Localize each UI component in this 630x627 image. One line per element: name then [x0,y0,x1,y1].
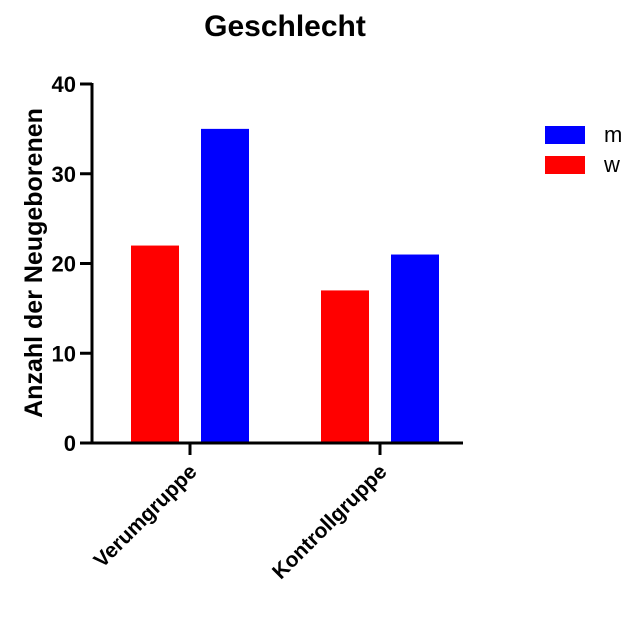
y-tick-label-20: 20 [52,252,76,277]
bar-m-kontrollgruppe [391,254,439,443]
bar-m-verumgruppe [201,128,249,443]
bars-group [131,128,439,443]
y-tick-label-10: 10 [52,341,76,366]
y-tick-label-0: 0 [64,431,76,456]
legend-label-m: m [604,122,622,147]
y-tick-label-30: 30 [52,162,76,187]
legend-swatch-m [545,126,585,144]
x-tick-label-kontrollgruppe: Kontrollgruppe [268,460,392,584]
legend-label-w: w [603,152,620,177]
legend-swatch-w [545,156,585,174]
y-tick-label-40: 40 [52,72,76,97]
x-tick-label-verumgruppe: Verumgruppe [90,460,202,572]
bar-w-verumgruppe [131,245,179,443]
chart-title: Geschlecht [204,10,366,43]
y-axis-label: Anzahl der Neugeborenen [20,108,48,418]
legend: mw [545,122,622,177]
bar-w-kontrollgruppe [321,290,369,443]
